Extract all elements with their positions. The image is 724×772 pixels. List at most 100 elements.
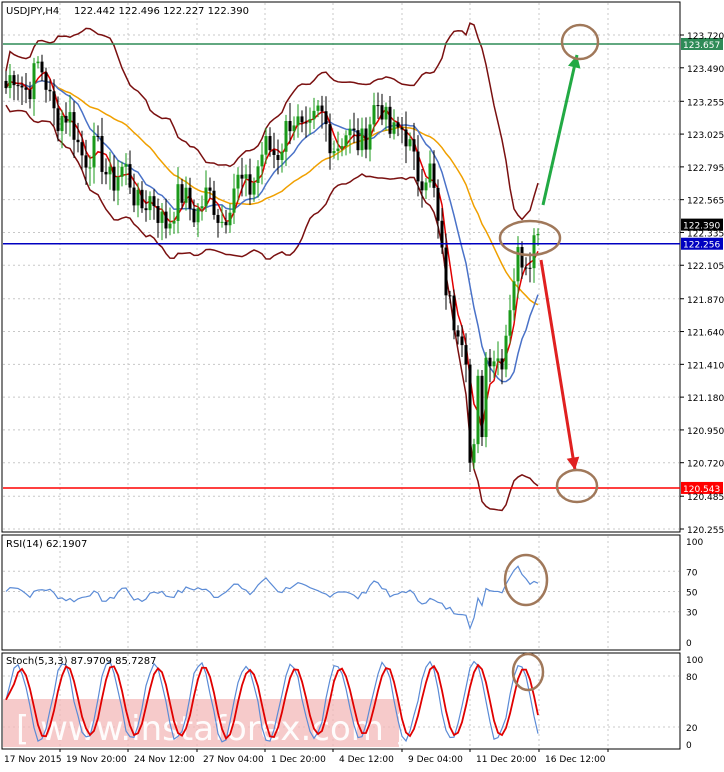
watermark-text: [ www.instaforex.com ] [16, 709, 408, 749]
candle-body-29 [120, 166, 124, 177]
candle-body-18 [76, 139, 80, 143]
axes-layer: 123.720 123.490 123.255 123.025 122.795 122.5… [4, 32, 724, 765]
candle-body-104 [420, 181, 424, 191]
price-tick-label-14: 120.485 [687, 493, 724, 503]
candle-body-26 [108, 166, 112, 175]
levels-layer: 123.657 122.256 120.543 122.390 [3, 37, 723, 495]
candle-body-71 [288, 120, 292, 132]
candle-body-76 [308, 119, 312, 123]
candle-body-114 [460, 336, 464, 346]
candle-body-23 [96, 135, 100, 137]
bollinger-lower-line [5, 104, 539, 512]
candle-body-122 [492, 361, 496, 367]
price-tick-label-13: 120.720 [687, 460, 724, 470]
candle-body-41 [168, 223, 172, 229]
stoch-tick-label-0: 100 [686, 656, 703, 666]
candle-body-113 [456, 330, 460, 337]
current-price-label: 122.390 [683, 222, 720, 232]
stoch-label: Stoch(5,3,3) 87.9709 85.7287 [6, 656, 157, 667]
price-tick-label-8: 121.870 [687, 296, 724, 306]
candle-body-8 [36, 61, 40, 64]
candle-body-3 [16, 85, 20, 87]
candle-body-61 [248, 174, 252, 195]
time-label-8: 16 Dec 12:00 [545, 755, 606, 765]
candle-body-128 [516, 247, 520, 282]
candle-body-52 [212, 190, 216, 215]
candle-body-58 [236, 174, 240, 189]
candle-body-33 [136, 189, 140, 206]
current-price-label-bg [681, 218, 723, 231]
candle-body-1 [8, 75, 12, 89]
candle-body-60 [244, 174, 248, 179]
candle-body-91 [368, 124, 372, 150]
time-label-2: 24 Nov 12:00 [134, 755, 195, 765]
candle-body-36 [148, 196, 152, 211]
candle-body-119 [480, 375, 484, 438]
candle-body-72 [292, 125, 296, 132]
candle-body-35 [144, 208, 148, 211]
candle-body-97 [392, 122, 396, 134]
candle-body-100 [404, 129, 408, 147]
stoch-panel-frame [1, 652, 681, 750]
candle-body-49 [200, 206, 204, 209]
annotations-layer [498, 23, 600, 692]
candle-body-19 [80, 142, 84, 156]
candle-body-12 [52, 91, 56, 109]
candle-body-25 [104, 171, 108, 175]
time-label-7: 11 Dec 20:00 [476, 755, 537, 765]
candle-body-78 [316, 105, 320, 111]
price-tick-label-1: 123.490 [687, 65, 724, 75]
price-tick-label-0: 123.720 [687, 32, 724, 42]
candle-body-27 [112, 166, 116, 191]
candle-body-45 [184, 187, 188, 203]
candle-body-89 [360, 128, 364, 151]
rsi-line [5, 565, 539, 631]
candle-body-86 [348, 128, 352, 136]
stoch-ellipse [511, 652, 545, 692]
chart-header-symbol: USDJPY,H4 [6, 6, 59, 17]
candle-body-50 [204, 187, 208, 207]
candle-body-132 [532, 235, 536, 269]
candle-body-68 [276, 154, 280, 160]
time-label-3: 27 Nov 04:00 [203, 755, 264, 765]
candle-body-99 [400, 127, 404, 130]
candle-body-22 [92, 135, 96, 168]
candle-body-0 [4, 80, 8, 89]
candle-body-108 [436, 187, 440, 221]
rsi-tick-label-1: 70 [686, 568, 698, 578]
candle-body-54 [220, 221, 224, 223]
candle-body-16 [68, 112, 72, 123]
candle-body-123 [496, 358, 500, 362]
bullish-arrow-shaft [541, 54, 579, 206]
candle-body-48 [196, 208, 200, 223]
candle-body-96 [388, 106, 392, 134]
bearish-arrow-head [566, 456, 580, 470]
candle-body-74 [300, 116, 304, 123]
candle-body-93 [376, 105, 380, 107]
candle-body-31 [128, 164, 132, 188]
candle-body-92 [372, 105, 376, 125]
candle-body-82 [332, 151, 336, 154]
candle-body-55 [224, 221, 228, 226]
candle-body-102 [412, 139, 416, 152]
candle-body-9 [40, 61, 44, 73]
candle-body-110 [444, 247, 448, 296]
candle-body-85 [344, 135, 348, 147]
candle-body-118 [476, 375, 480, 445]
target-high-ellipse [560, 23, 600, 61]
ma-fast-line [5, 70, 539, 431]
stoch-signal-line [5, 663, 539, 741]
candle-body-75 [304, 122, 308, 124]
candle-body-51 [208, 187, 212, 191]
top-level-label-bg [681, 37, 723, 50]
rsi-tick-label-4: 0 [686, 639, 692, 649]
candle-body-73 [296, 116, 300, 126]
rsi-ellipse [503, 553, 549, 607]
main-panel-frame [1, 1, 681, 533]
bearish-arrow-shaft [539, 259, 577, 471]
time-label-1: 19 Nov 20:00 [66, 755, 127, 765]
stoch-tick-label-2: 20 [686, 724, 698, 734]
candle-body-77 [312, 110, 316, 120]
candle-body-117 [472, 444, 476, 463]
price-tick-label-7: 122.105 [687, 262, 724, 272]
